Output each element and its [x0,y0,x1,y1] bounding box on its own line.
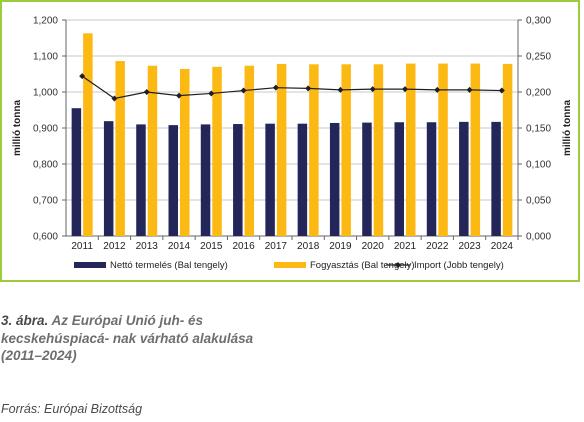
x-tick-label: 2024 [491,241,514,252]
left-tick-label: 0,700 [33,196,58,207]
legend-swatch-production [74,262,106,268]
bar-production [200,124,211,236]
legend-label-import: Import (Jobb tengely) [414,260,504,271]
bar-consumption [373,64,384,236]
right-axis-title: millió tonna [562,100,573,157]
chart-frame [0,0,580,282]
legend-marker-import [395,262,401,268]
right-tick-label: 0,150 [526,124,551,135]
left-tick-label: 1,100 [33,52,58,63]
import-point [208,90,215,97]
legend-swatch-consumption [274,262,306,268]
import-line [81,75,502,100]
left-axis-title: millió tonna [12,100,23,157]
legend-label-production: Nettó termelés (Bal tengely) [110,260,228,271]
bar-production [362,122,372,236]
x-tick-label: 2021 [394,241,417,252]
x-tick-label: 2020 [362,241,385,252]
bar-consumption [502,63,513,236]
bar-production [168,125,178,236]
right-tick-label: 0,050 [526,196,551,207]
import-point [79,73,86,80]
left-tick-label: 1,000 [33,88,58,99]
x-tick-label: 2016 [232,241,255,252]
x-tick-label: 2014 [168,241,191,252]
import-point [498,87,505,94]
chart: 0,600 0,700 0,800 0,900 1,000 1,100 1,200 0,000… [12,16,573,272]
x-tick-label: 2019 [329,241,352,252]
right-tick-label: 0,200 [526,88,551,99]
import-point [434,86,441,93]
bar-production [136,124,146,236]
bar-consumption [406,63,416,237]
import-point [337,86,344,93]
import-point [305,85,312,92]
bar-consumption [341,64,351,236]
figure-title: Az Európai Unió juh- és kecskehúspiacá- … [1,313,254,363]
bar-production [103,121,114,236]
bar-consumption [83,33,93,236]
bar-production [491,121,501,236]
x-tick-label: 2017 [265,241,288,252]
right-tick-label: 0,300 [526,16,551,27]
x-tick-label: 2018 [297,241,320,252]
x-tick-label: 2015 [200,241,223,252]
import-point [111,95,118,102]
import-point [272,84,279,91]
left-tick-label: 0,800 [33,160,58,171]
x-tick-label: 2023 [458,241,481,252]
bar-consumption [276,63,287,236]
bar-consumption [180,68,190,237]
bar-production [71,108,82,236]
import-point [240,87,247,94]
import-point [402,86,408,93]
bar-consumption [115,61,125,236]
x-tick-label: 2013 [136,241,159,252]
right-tick-label: 0,250 [526,52,551,63]
left-tick-label: 0,600 [33,232,58,243]
bar-consumption [309,64,319,236]
bar-production [233,124,243,236]
right-tick-label: 0,100 [526,160,551,171]
import-point [176,92,182,99]
bar-consumption [438,63,448,237]
right-tick-label: 0,000 [526,232,551,243]
bar-consumption [470,63,481,237]
bar-consumption [147,65,158,236]
figure-caption: 3. ábra. Az Európai Unió juh- és kecskeh… [1,312,261,365]
figure-number: 3. ábra. [1,313,49,328]
import-point [143,89,150,95]
x-tick-label: 2022 [426,241,449,252]
bar-production [426,122,437,236]
left-tick-label: 1,200 [33,16,58,27]
bar-production [459,121,469,236]
left-tick-label: 0,900 [33,124,58,135]
import-point [466,86,473,93]
bar-consumption [244,65,255,236]
bar-production [265,123,275,236]
bar-consumption [212,66,222,236]
figure-source: Forrás: Európai Bizottság [1,402,143,416]
x-tick-label: 2012 [103,241,126,252]
bar-production [394,122,404,236]
import-point [369,86,376,93]
legend-label-consumption: Fogyasztás (Bal tengely) [310,260,415,271]
x-tick-label: 2011 [71,241,93,252]
bar-production [297,123,308,236]
bar-production [329,122,340,236]
